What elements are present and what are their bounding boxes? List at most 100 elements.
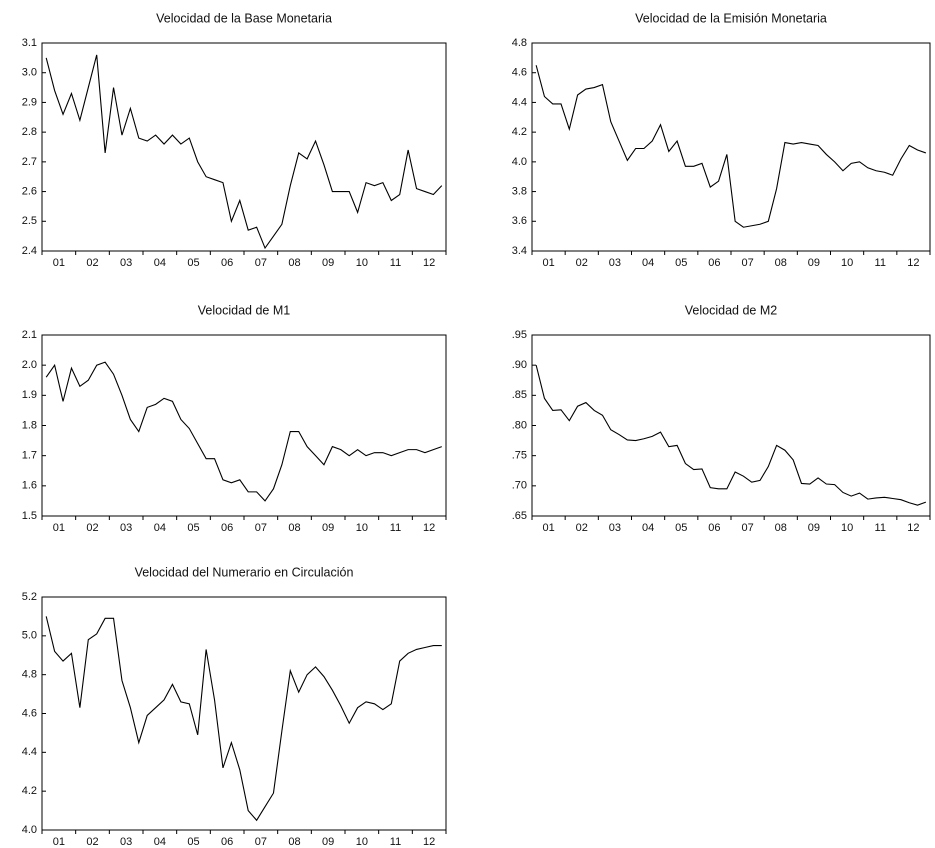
- x-tick-label: 11: [875, 257, 886, 269]
- y-tick-label: 2.7: [22, 156, 37, 168]
- x-tick-label: 02: [86, 836, 98, 848]
- y-tick-label: 1.7: [22, 450, 37, 462]
- y-tick-label: 4.8: [512, 37, 527, 49]
- x-tick-label: 04: [154, 257, 166, 269]
- y-tick-label: 4.6: [512, 67, 527, 79]
- x-tick-label: 04: [154, 522, 166, 534]
- data-line: [45, 54, 443, 250]
- x-tick-label: 03: [120, 836, 132, 848]
- x-tick-label: 07: [741, 257, 753, 269]
- chart-title: Velocidad de M1: [198, 303, 290, 317]
- y-tick-label: 4.4: [512, 96, 527, 108]
- y-tick-label: 2.5: [22, 215, 37, 227]
- x-tick-label: 06: [221, 257, 233, 269]
- x-tick-label: 08: [288, 522, 300, 534]
- x-tick-label: 04: [642, 522, 654, 534]
- x-tick-label: 03: [120, 522, 132, 534]
- data-line: [535, 365, 927, 506]
- plot-frame: [41, 596, 447, 831]
- x-tick-label: 07: [255, 836, 267, 848]
- y-tick-label: 5.0: [22, 630, 37, 642]
- y-tick-label: 4.4: [22, 746, 37, 758]
- y-tick-label: 1.6: [22, 480, 37, 492]
- y-tick-label: 4.2: [22, 785, 37, 797]
- plot-frame: [41, 334, 447, 517]
- x-tick-label: 10: [356, 836, 368, 848]
- data-line: [45, 361, 442, 502]
- x-tick-label: 10: [356, 257, 368, 269]
- x-tick-label: 03: [609, 522, 621, 534]
- x-tick-label: 07: [255, 522, 267, 534]
- x-tick-label: 02: [86, 522, 98, 534]
- y-tick-label: 3.1: [22, 37, 37, 49]
- x-tick-label: 09: [808, 522, 820, 534]
- x-tick-label: 11: [390, 522, 401, 534]
- y-tick-label: .80: [512, 419, 527, 431]
- x-tick-label: 06: [221, 836, 233, 848]
- y-tick-label: .75: [512, 450, 527, 462]
- y-tick-label: 2.1: [22, 329, 37, 341]
- y-tick-label: .85: [512, 389, 527, 401]
- x-tick-label: 11: [875, 522, 886, 534]
- x-tick-label: 09: [322, 522, 334, 534]
- x-tick-label: 05: [187, 836, 199, 848]
- plot-frame: [531, 42, 931, 252]
- data-line: [535, 65, 927, 228]
- plot-frame: [41, 42, 447, 252]
- y-tick-label: 2.4: [22, 245, 37, 257]
- x-tick-label: 09: [322, 257, 334, 269]
- chart-title: Velocidad de M2: [685, 303, 777, 317]
- y-tick-label: .95: [512, 329, 527, 341]
- chart-title: Velocidad de la Base Monetaria: [156, 11, 332, 25]
- x-tick-label: 06: [221, 522, 233, 534]
- x-tick-label: 12: [907, 522, 919, 534]
- x-tick-label: 08: [775, 257, 787, 269]
- y-tick-label: 3.0: [22, 67, 37, 79]
- y-tick-label: 4.6: [22, 707, 37, 719]
- x-tick-label: 05: [187, 522, 199, 534]
- x-tick-label: 07: [255, 257, 267, 269]
- x-tick-label: 05: [675, 522, 687, 534]
- x-tick-label: 12: [423, 836, 435, 848]
- x-tick-label: 10: [841, 257, 853, 269]
- y-tick-label: 3.6: [512, 215, 527, 227]
- chart-title: Velocidad del Numerario en Circulación: [135, 565, 354, 579]
- y-tick-label: 1.8: [22, 419, 37, 431]
- x-tick-label: 11: [390, 257, 401, 269]
- x-tick-label: 03: [120, 257, 132, 269]
- x-tick-label: 08: [288, 836, 300, 848]
- y-tick-label: 4.0: [22, 824, 37, 836]
- x-tick-label: 08: [288, 257, 300, 269]
- y-tick-label: 1.5: [22, 510, 37, 522]
- x-tick-label: 04: [154, 836, 166, 848]
- x-tick-label: 01: [542, 257, 554, 269]
- x-tick-label: 12: [423, 257, 435, 269]
- y-tick-label: .70: [512, 480, 527, 492]
- x-tick-label: 01: [53, 522, 65, 534]
- y-tick-label: 3.8: [512, 185, 527, 197]
- y-tick-label: 4.0: [512, 156, 527, 168]
- y-tick-label: 2.0: [22, 359, 37, 371]
- x-tick-label: 02: [86, 257, 98, 269]
- x-tick-label: 05: [675, 257, 687, 269]
- x-tick-label: 04: [642, 257, 654, 269]
- y-tick-label: .65: [512, 510, 527, 522]
- x-tick-label: 10: [841, 522, 853, 534]
- x-tick-label: 12: [423, 522, 435, 534]
- x-tick-label: 10: [356, 522, 368, 534]
- x-tick-label: 05: [187, 257, 199, 269]
- x-tick-label: 12: [907, 257, 919, 269]
- y-tick-label: 4.2: [512, 126, 527, 138]
- x-tick-label: 06: [708, 522, 720, 534]
- x-tick-label: 02: [576, 257, 588, 269]
- y-tick-label: 4.8: [22, 669, 37, 681]
- y-tick-label: 3.4: [512, 245, 527, 257]
- x-tick-label: 01: [542, 522, 554, 534]
- y-tick-label: 1.9: [22, 389, 37, 401]
- y-tick-label: 2.8: [22, 126, 37, 138]
- y-tick-label: 5.2: [22, 591, 37, 603]
- x-tick-label: 11: [390, 836, 401, 848]
- x-tick-label: 06: [708, 257, 720, 269]
- x-tick-label: 01: [53, 836, 65, 848]
